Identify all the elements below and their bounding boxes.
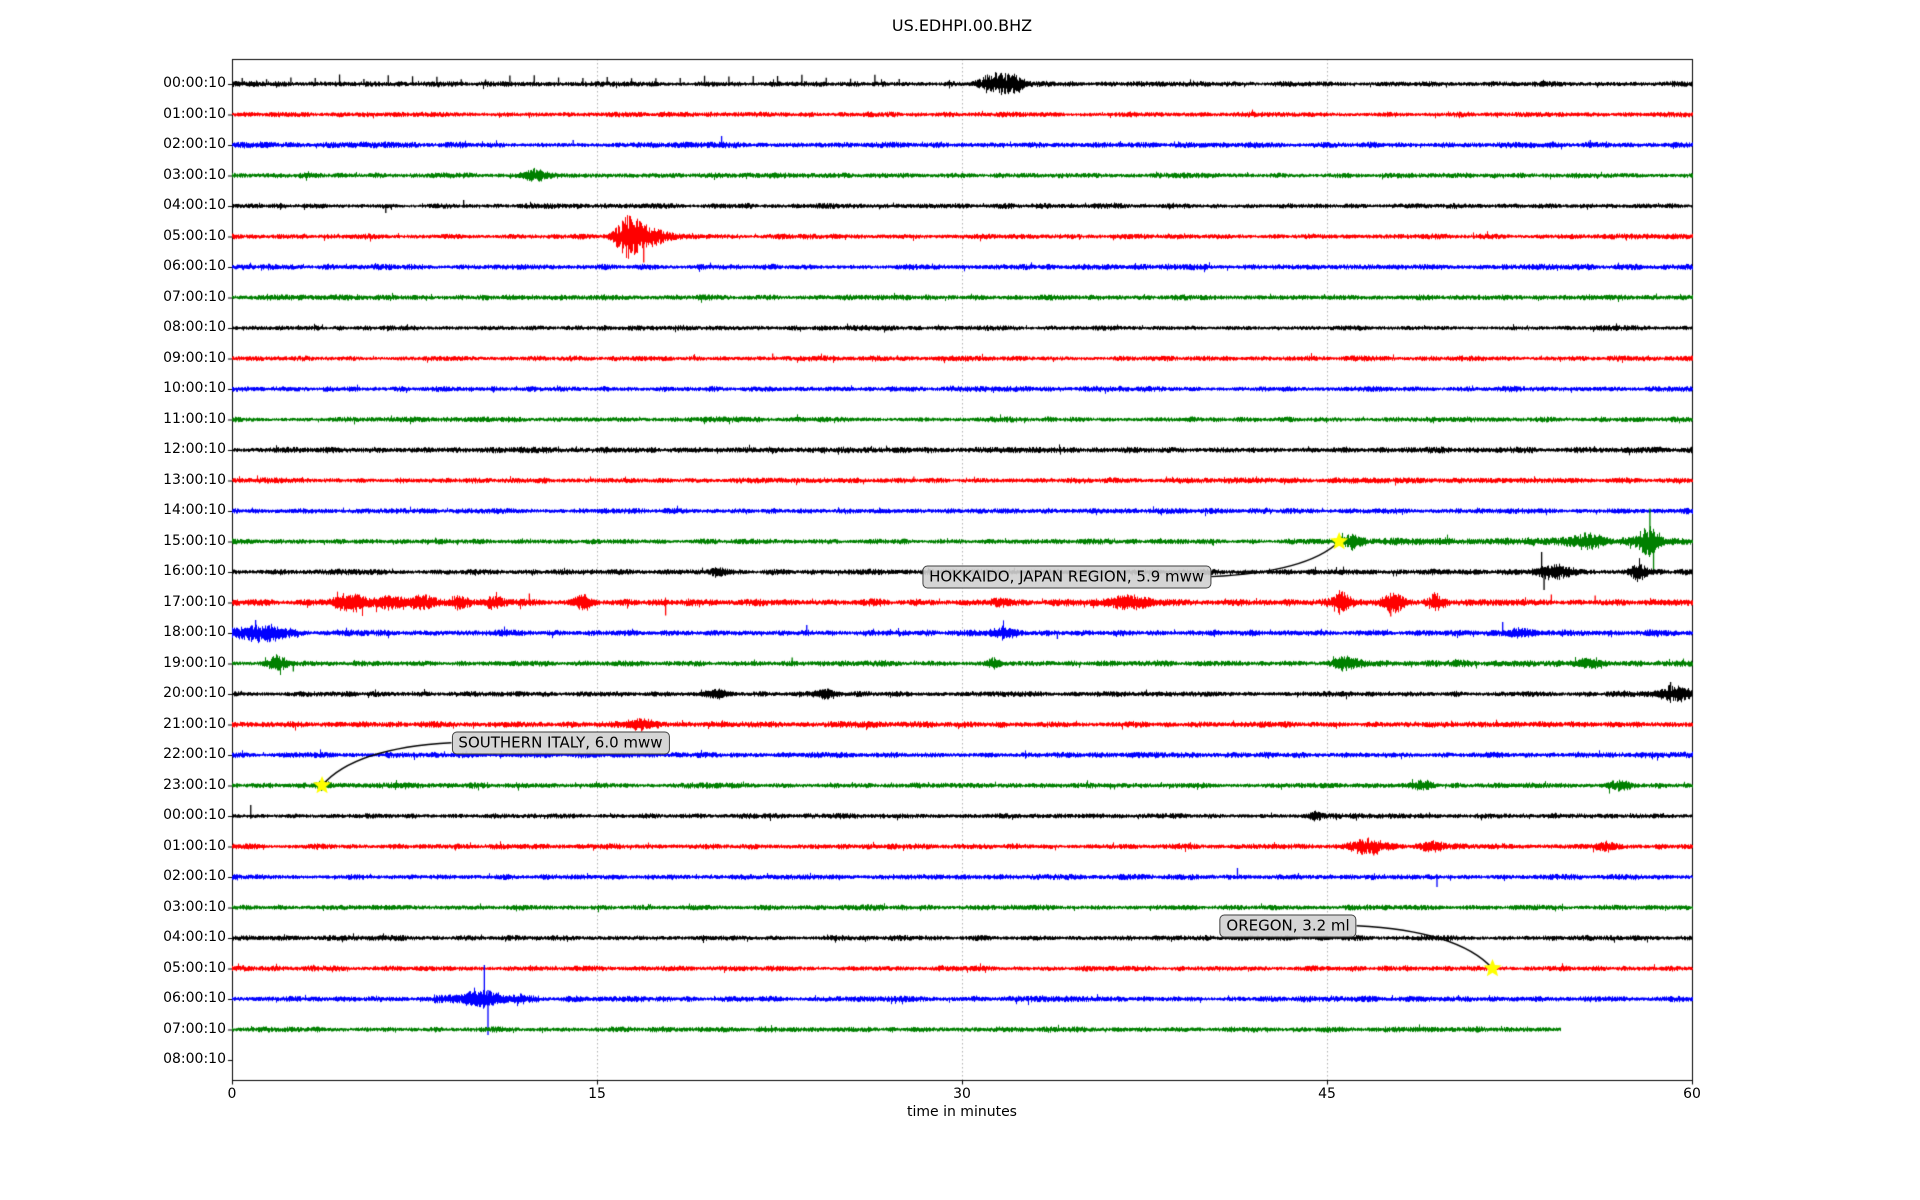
y-tick-label: 15:00:10 [163,532,226,549]
y-tick-label: 20:00:10 [163,685,226,701]
y-tick-label: 06:00:10 [163,990,226,1006]
y-tick-label: 01:00:10 [163,105,226,122]
y-tick-label: 21:00:10 [163,715,226,732]
y-tick-label: 02:00:10 [163,868,226,884]
y-tick-label: 05:00:10 [163,959,226,976]
y-tick-label: 07:00:10 [163,288,226,305]
x-tick-label: 15 [588,1086,606,1102]
y-tick-label: 17:00:10 [163,593,226,610]
y-tick-label: 10:00:10 [163,380,226,396]
plot-title: US.EDHPI.00.BHZ [891,16,1033,35]
x-tick-label: 60 [1683,1086,1701,1102]
y-tick-label: 03:00:10 [163,898,226,915]
y-tick-label: 05:00:10 [163,227,226,244]
y-tick-label: 00:00:10 [163,75,226,91]
y-tick-label: 13:00:10 [163,471,226,488]
y-tick-label: 11:00:10 [163,410,226,427]
y-tick-label: 08:00:10 [163,319,226,335]
y-tick-label: 00:00:10 [163,807,226,823]
x-tick-label: 45 [1318,1086,1336,1102]
y-tick-label: 12:00:10 [163,441,226,457]
y-tick-label: 08:00:10 [163,1051,226,1067]
y-tick-label: 23:00:10 [163,776,226,793]
y-tick-label: 01:00:10 [163,837,226,854]
x-axis-label: time in minutes [907,1104,1017,1120]
y-tick-label: 16:00:10 [163,563,226,579]
event-label-box: SOUTHERN ITALY, 6.0 mww [451,731,670,755]
y-tick-label: 03:00:10 [163,166,226,183]
y-tick-label: 06:00:10 [163,258,226,274]
x-tick-label: 30 [953,1086,971,1102]
y-tick-label: 14:00:10 [163,502,226,518]
y-tick-label: 18:00:10 [163,624,226,640]
y-tick-label: 04:00:10 [163,197,226,213]
y-tick-label: 22:00:10 [163,746,226,762]
y-tick-label: 19:00:10 [163,654,226,671]
x-tick-label: 0 [227,1086,237,1102]
y-tick-label: 07:00:10 [163,1020,226,1037]
event-label-box: HOKKAIDO, JAPAN REGION, 5.9 mww [922,565,1212,589]
y-tick-label: 02:00:10 [163,136,226,152]
y-tick-label: 04:00:10 [163,929,226,945]
y-tick-label: 09:00:10 [163,349,226,366]
event-label-box: OREGON, 3.2 ml [1219,914,1357,938]
